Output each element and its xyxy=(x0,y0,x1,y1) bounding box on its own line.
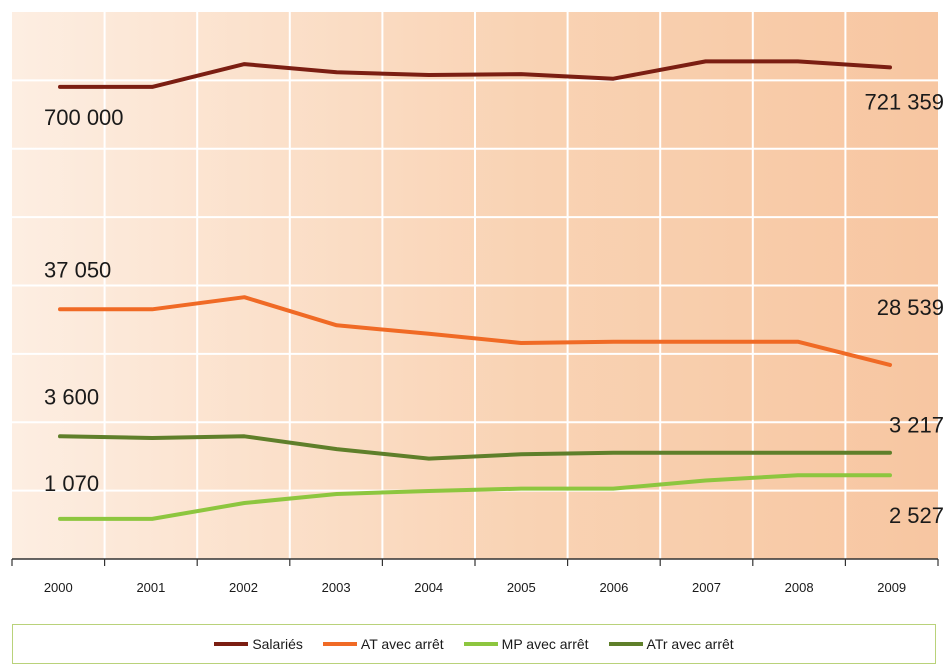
series-line xyxy=(58,295,892,367)
legend-item: AT avec arrêt xyxy=(322,636,444,652)
series-line xyxy=(58,59,892,89)
value-labels: 700 000 721 359 37 050 28 539 3 600 3 217 1 07… xyxy=(44,89,944,528)
value-label: 1 070 xyxy=(44,471,99,496)
x-tick-label: 2007 xyxy=(692,580,721,595)
value-label: 28 539 xyxy=(877,295,944,320)
legend-item: MP avec arrêt xyxy=(463,636,589,652)
x-tick-label: 2005 xyxy=(507,580,536,595)
legend-label: AT avec arrêt xyxy=(360,636,444,652)
legend: Salariés AT avec arrêt MP avec arrêt ATr av… xyxy=(12,624,936,664)
series-group xyxy=(58,59,892,521)
x-tick-label: 2006 xyxy=(599,580,628,595)
legend-item: ATr avec arrêt xyxy=(608,636,734,652)
x-tick-label: 2001 xyxy=(136,580,165,595)
value-label: 2 527 xyxy=(889,503,944,528)
series-line xyxy=(58,434,892,461)
value-label: 700 000 xyxy=(44,105,124,130)
x-tick-label: 2002 xyxy=(229,580,258,595)
grid xyxy=(12,12,938,559)
legend-swatch xyxy=(608,642,643,646)
x-tick-label: 2000 xyxy=(44,580,73,595)
x-tick-label: 2004 xyxy=(414,580,443,595)
x-tick-label: 2009 xyxy=(877,580,906,595)
legend-label: ATr avec arrêt xyxy=(646,636,734,652)
value-label: 37 050 xyxy=(44,257,111,282)
legend-item: Salariés xyxy=(214,636,303,652)
legend-label: Salariés xyxy=(252,636,303,652)
value-label: 721 359 xyxy=(864,89,944,114)
legend-swatch xyxy=(463,642,498,646)
x-tick-label: 2003 xyxy=(322,580,351,595)
x-tick-label: 2008 xyxy=(785,580,814,595)
legend-label: MP avec arrêt xyxy=(501,636,589,652)
value-label: 3 600 xyxy=(44,384,99,409)
legend-swatch xyxy=(322,642,357,646)
series-line xyxy=(58,473,892,521)
legend-swatch xyxy=(214,642,249,646)
x-axis: 2000 2001 2002 2003 2004 2005 2006 2007 2008 2009 xyxy=(11,558,939,595)
value-label: 3 217 xyxy=(889,413,944,438)
